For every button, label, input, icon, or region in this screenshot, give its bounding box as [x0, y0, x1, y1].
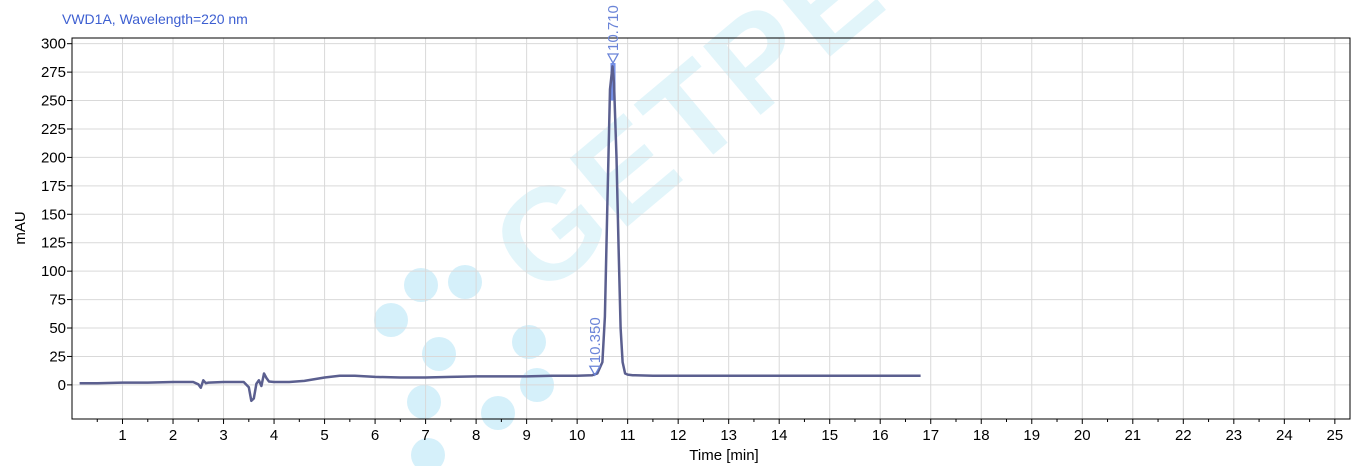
x-tick-label: 16: [872, 427, 889, 444]
x-tick-label: 5: [320, 427, 328, 444]
x-tick-label: 15: [821, 427, 838, 444]
x-tick-label: 9: [522, 427, 530, 444]
plot-area-frame: [71, 37, 1351, 420]
watermark-bubble: [481, 396, 515, 430]
x-tick-label: 2: [169, 427, 177, 444]
x-tick-label: 14: [771, 427, 788, 444]
y-tick-label: 250: [41, 93, 66, 110]
x-tick-label: 22: [1175, 427, 1192, 444]
y-tick-label: 125: [41, 235, 66, 252]
watermark-bubble: [422, 337, 456, 371]
y-tick-label: 175: [41, 178, 66, 195]
y-tick-label: 200: [41, 149, 66, 166]
x-tick-label: 12: [670, 427, 687, 444]
grid-lines: [72, 38, 1350, 419]
x-tick-label: 21: [1124, 427, 1141, 444]
watermark-bubble: [404, 268, 438, 302]
y-tick-label: 300: [41, 36, 66, 53]
chart-title: VWD1A, Wavelength=220 nm: [62, 11, 248, 27]
watermark-bubble: [407, 385, 441, 419]
x-tick-labels: 1 2 3 4 5 6 7 8 9 10 11 12 13 14 15 16 17 18 19 20 21 22 23 24 2…: [118, 427, 1343, 444]
x-tick-label: 13: [720, 427, 737, 444]
y-tick-label: 50: [49, 320, 66, 337]
y-tick-label: 100: [41, 263, 66, 280]
x-tick-label: 23: [1225, 427, 1242, 444]
x-tick-label: 18: [973, 427, 990, 444]
watermark-bubble: [512, 325, 546, 359]
y-tick-label: 225: [41, 121, 66, 138]
y-tick-label: 275: [41, 64, 66, 81]
y-tick-label: 75: [49, 292, 66, 309]
x-tick-label: 3: [219, 427, 227, 444]
watermark-bubble: [374, 303, 408, 337]
series-layer: [79, 63, 921, 403]
x-tick-label: 24: [1276, 427, 1293, 444]
x-tick-label: 17: [922, 427, 939, 444]
x-tick-label: 1: [118, 427, 126, 444]
x-tick-label: 19: [1023, 427, 1040, 444]
x-tick-label: 20: [1074, 427, 1091, 444]
x-tick-label: 6: [371, 427, 379, 444]
x-tick-label: 25: [1327, 427, 1344, 444]
watermark-bubble: [448, 265, 482, 299]
watermark-bubble: [411, 438, 445, 466]
x-tick-label: 7: [421, 427, 429, 444]
x-tick-label: 4: [270, 427, 278, 444]
peak-marker: [588, 365, 601, 377]
y-tick-label: 0: [58, 377, 66, 394]
peak-marker: [606, 53, 620, 65]
y-tick-label: 25: [49, 348, 66, 365]
x-tick-label: 10: [569, 427, 586, 444]
peak-label: 10.710: [605, 5, 622, 51]
peak-annotations: 10.350 10.710: [587, 5, 622, 377]
x-tick-label: 8: [472, 427, 480, 444]
y-axis-title: mAU: [12, 211, 29, 244]
x-tick-label: 11: [620, 427, 636, 444]
y-tick-labels: 0 25 50 75 100 125 150 175 200 225 250 275 300: [41, 36, 66, 394]
y-tick-label: 150: [41, 206, 66, 223]
chromatogram-trace: [79, 65, 921, 403]
x-axis-title: Time [min]: [689, 447, 758, 464]
peak-label: 10.350: [587, 317, 604, 363]
axis-ticks: [67, 43, 1336, 424]
